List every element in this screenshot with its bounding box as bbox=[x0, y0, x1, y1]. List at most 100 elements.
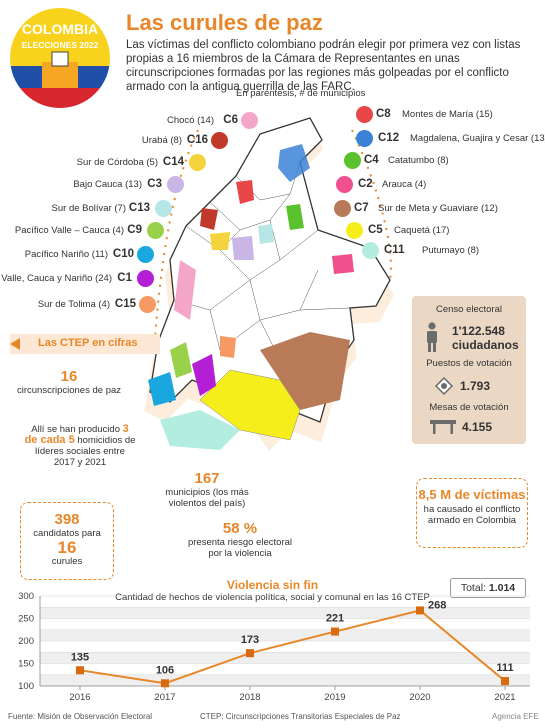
legend-item-c1: Valle, Cauca y Nariño (24) C1 bbox=[0, 270, 154, 288]
region-c11 bbox=[160, 410, 240, 450]
legend-item-c4: C4 Catatumbo (8) bbox=[344, 152, 524, 170]
ctep-banner-label: Las CTEP en cifras bbox=[38, 337, 138, 349]
total-label: Total: bbox=[460, 582, 486, 594]
series-line bbox=[79, 609, 506, 685]
elections-badge: COLOMBIA ELECCIONES 2022 bbox=[10, 8, 110, 108]
region-c15 bbox=[220, 336, 236, 358]
stat-circ-number: 16 bbox=[60, 368, 78, 385]
colombia-map bbox=[144, 117, 394, 451]
region-c14 bbox=[210, 232, 230, 250]
region-c6 bbox=[174, 260, 196, 320]
grid-band bbox=[40, 629, 530, 641]
legend-item-c3: Bajo Cauca (13) C3 bbox=[0, 176, 184, 194]
legend-item-c14: Sur de Córdoba (5) C14 bbox=[0, 154, 206, 172]
data-label: 111 bbox=[496, 662, 513, 674]
table-icon bbox=[430, 420, 456, 434]
victims-box: 8,5 M de víctimas ha causado el conflict… bbox=[416, 478, 528, 548]
data-point bbox=[246, 649, 254, 658]
data-label: 268 bbox=[428, 599, 446, 611]
legend-item-c15: Sur de Tolima (4) C15 bbox=[0, 296, 156, 314]
legend-item-c16: Urabá (8) C16 bbox=[0, 132, 228, 150]
person-icon bbox=[427, 322, 437, 352]
region-c8 bbox=[236, 180, 254, 204]
census-label: Censo electoral bbox=[435, 304, 502, 315]
badge-line1: COLOMBIA bbox=[22, 21, 98, 37]
legend-item-c6: Chocó (14) C6 bbox=[0, 112, 260, 130]
region-c2 bbox=[332, 254, 354, 274]
data-point bbox=[76, 666, 84, 675]
data-point bbox=[331, 627, 339, 636]
x-tick-label: 2016 bbox=[69, 692, 90, 703]
stat-circ-text: circunscripciones de paz bbox=[16, 385, 122, 396]
tables-value: 4.155 bbox=[462, 420, 493, 434]
census-card: Censo electoral 1'122.548 ciudadanos Pue… bbox=[412, 296, 526, 444]
curules-text: curules bbox=[51, 556, 83, 567]
region-c1 bbox=[192, 354, 216, 396]
risk-number: 58 % bbox=[222, 520, 258, 537]
page-title: Las curules de paz bbox=[126, 10, 323, 35]
legend-item-c11: C11 Putumayo (8) bbox=[362, 242, 542, 260]
ctep-arrow-icon bbox=[10, 338, 20, 350]
footer-ctep-note: CTEP: Circunscripciones Transitorias Esp… bbox=[200, 712, 401, 721]
data-label: 106 bbox=[156, 664, 174, 676]
stat-electoral-risk: 58 % presenta riesgo electoral por la vi… bbox=[180, 520, 300, 559]
total-box: Total: 1.014 bbox=[450, 578, 526, 598]
y-tick-label: 250 bbox=[18, 614, 34, 625]
region-c4 bbox=[286, 204, 304, 230]
data-label: 135 bbox=[71, 651, 89, 663]
homicides-pre: Allí se han producido bbox=[31, 424, 120, 435]
y-tick-label: 100 bbox=[18, 681, 34, 692]
grid-band bbox=[40, 607, 530, 619]
data-point bbox=[416, 606, 424, 615]
y-tick-label: 150 bbox=[18, 659, 34, 670]
page-subtitle: Las víctimas del conflicto colombiano po… bbox=[126, 39, 521, 93]
stations-label: Puestos de votación bbox=[426, 358, 512, 369]
map-dotted-guides bbox=[153, 129, 392, 351]
candidates-number: 398 bbox=[54, 511, 80, 528]
region-c10 bbox=[148, 372, 176, 406]
municipios-text: municipios (los más violentos del país) bbox=[165, 487, 249, 509]
candidates-text: candidatos para bbox=[33, 528, 101, 539]
x-tick-label: 2021 bbox=[494, 692, 515, 703]
footer-source: Fuente: Misión de Observación Electoral bbox=[8, 712, 153, 721]
badge-line2: ELECCIONES 2022 bbox=[22, 40, 99, 50]
x-tick-label: 2018 bbox=[239, 692, 260, 703]
victims-number: 8,5 M de víctimas bbox=[418, 487, 526, 502]
stat-candidates: 398 candidatos para 16 curules bbox=[20, 502, 114, 580]
stat-municipios: 167 municipios (los más violentos del pa… bbox=[152, 470, 262, 509]
grid-band bbox=[40, 652, 530, 664]
region-c16 bbox=[200, 208, 218, 230]
legend-item-c8: C8 Montes de María (15) bbox=[356, 106, 536, 124]
risk-text: presenta riesgo electoral por la violenc… bbox=[187, 537, 293, 559]
total-value: 1.014 bbox=[488, 582, 516, 594]
tables-label: Mesas de votación bbox=[429, 402, 509, 413]
violence-line-chart: 100 150 200 250 300 2016 2017 2018 2019 2020 2021 1… bbox=[18, 591, 530, 703]
region-c7 bbox=[260, 332, 350, 410]
location-pin-icon bbox=[434, 376, 454, 396]
y-tick-label: 300 bbox=[18, 591, 34, 602]
chart-subtitle: Cantidad de hechos de violencia política… bbox=[115, 592, 430, 603]
x-tick-label: 2019 bbox=[324, 692, 345, 703]
legend-item-c7: C7 Sur de Meta y Guaviare (12) bbox=[334, 200, 540, 218]
data-point bbox=[161, 679, 169, 688]
map-note: En paréntesis, # de municipios bbox=[236, 88, 366, 99]
homicides-post: homicidios de líderes sociales entre 201… bbox=[35, 435, 136, 468]
y-tick-label: 200 bbox=[18, 636, 34, 647]
municipios-number: 167 bbox=[194, 470, 220, 487]
stat-circunscripciones: 16 circunscripciones de paz bbox=[14, 368, 124, 396]
region-c3 bbox=[232, 236, 254, 260]
homicides-number: 3 de cada 5 bbox=[24, 423, 129, 446]
ctep-banner: Las CTEP en cifras bbox=[10, 334, 160, 354]
data-label: 221 bbox=[326, 613, 344, 625]
legend-item-c5: C5 Caquetá (17) bbox=[346, 222, 526, 240]
stations-value: 1.793 bbox=[460, 379, 491, 393]
legend-item-c10: Pacífico Nariño (11) C10 bbox=[0, 246, 154, 264]
footer-agency: Agencia EFE bbox=[492, 712, 539, 721]
legend-item-c9: Pacífico Valle – Cauca (4) C9 bbox=[0, 222, 164, 240]
legend-item-c13: Sur de Bolívar (7) C13 bbox=[0, 200, 172, 218]
data-label: 173 bbox=[241, 634, 259, 646]
legend-item-c2: C2 Arauca (4) bbox=[336, 176, 516, 194]
chart-title: Violencia sin fin bbox=[226, 578, 319, 592]
census-voters-unit: ciudadanos bbox=[452, 338, 519, 352]
region-c13 bbox=[258, 224, 274, 244]
